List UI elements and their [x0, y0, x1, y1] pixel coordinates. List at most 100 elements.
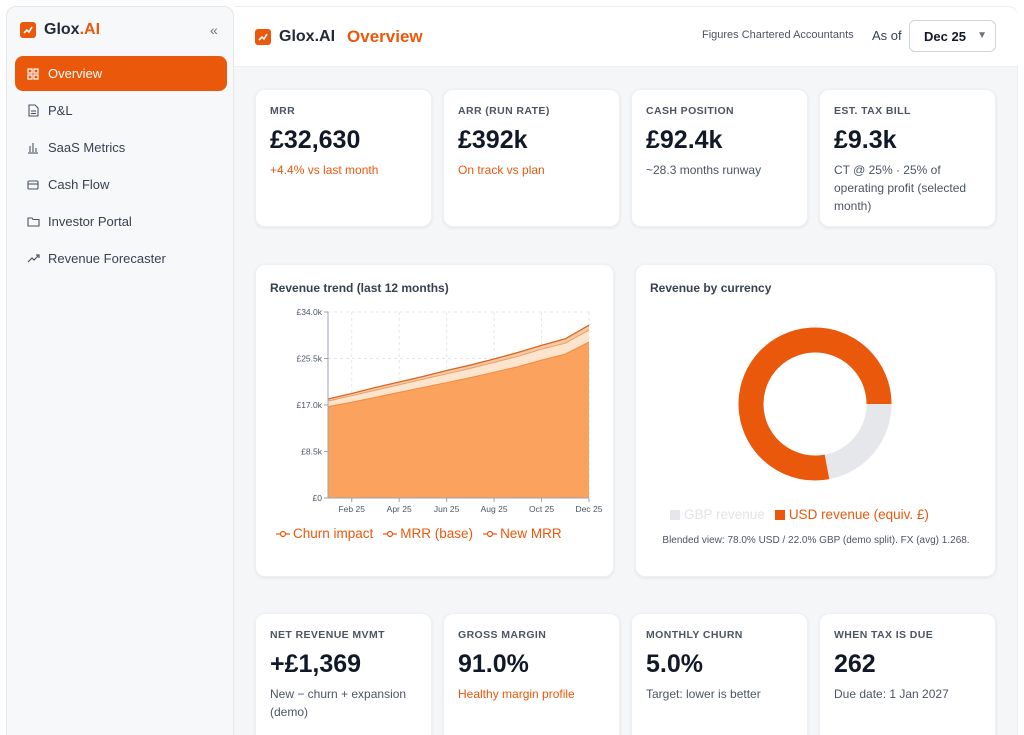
kpi-value: £92.4k	[646, 126, 723, 154]
kpi-label: NET REVENUE MVMT	[270, 629, 385, 641]
kpi-sub: Target: lower is better	[646, 687, 761, 701]
page-title: Overview	[347, 27, 423, 46]
logo-icon	[255, 29, 271, 45]
x-tick-label: Feb 25	[338, 504, 365, 514]
legend-item-usd[interactable]: USD revenue (equiv. £)	[774, 507, 929, 522]
area-mrr-base	[328, 342, 589, 498]
sidebar-item-label: Overview	[48, 66, 103, 81]
kpi-value: 262	[834, 650, 876, 678]
x-tick-label: Aug 25	[481, 504, 508, 514]
kpi-card-monthly-churn: MONTHLY CHURN 5.0% Target: lower is bett…	[631, 613, 808, 735]
revenue-trend-card: Revenue trend (last 12 months) £0 £8.5k £1…	[255, 264, 614, 577]
brand-name: Glox	[279, 28, 315, 45]
revenue-trend-chart: £0 £8.5k £17.0k £25.5k £34.0k Feb 25 Apr 25 Jun…	[296, 307, 603, 514]
y-tick-label: £17.0k	[296, 400, 322, 410]
logo-icon	[20, 22, 36, 38]
revenue-currency-card: Revenue by currency GBP revenue USD reve…	[635, 264, 996, 577]
kpi-sub: +4.4% vs last month	[270, 163, 379, 177]
legend-marker-icon	[276, 530, 290, 537]
sidebar-brand[interactable]: Glox.AI	[20, 21, 100, 39]
sidebar-item-cash-flow[interactable]: Cash Flow	[15, 167, 227, 202]
sidebar-item-label: Investor Portal	[48, 214, 132, 229]
kpi-sub: CT @ 25% · 25% of operating profit (sele…	[834, 163, 967, 213]
kpi-label: MONTHLY CHURN	[646, 629, 743, 641]
currency-donut-chart	[738, 327, 892, 481]
kpi-sub: Healthy margin profile	[458, 687, 575, 701]
legend-item-gbp[interactable]: GBP revenue	[670, 507, 765, 522]
y-tick-label: £34.0k	[296, 307, 322, 317]
x-tick-label: Dec 25	[576, 504, 603, 514]
legend-marker-icon	[483, 530, 498, 537]
kpi-value: +£1,369	[270, 650, 362, 678]
sidebar-item-saas-metrics[interactable]: SaaS Metrics	[15, 130, 227, 165]
legend-swatch	[670, 509, 680, 520]
kpi-sub: ~28.3 months runway	[646, 163, 762, 177]
y-tick-label: £0	[313, 493, 323, 503]
kpi-label: CASH POSITION	[646, 105, 735, 117]
brand-suffix: .AI	[79, 21, 101, 38]
line-mrr-base	[327, 341, 590, 408]
kpi-card-net-revenue: NET REVENUE MVMT +£1,369 New − churn + e…	[255, 613, 432, 735]
legend-label: GBP revenue	[684, 507, 765, 522]
sidebar-item-label: Revenue Forecaster	[48, 251, 166, 266]
legend-swatch	[774, 509, 785, 520]
as-of-label: As of	[872, 28, 902, 43]
kpi-value: £9.3k	[834, 126, 897, 154]
top-bar: Glox.AI Overview Figures Chartered Accou…	[234, 7, 1018, 67]
sidebar-item-overview[interactable]: Overview	[15, 56, 227, 91]
sidebar-item-pl[interactable]: P&L	[15, 93, 227, 128]
legend-item-new-mrr[interactable]: New MRR	[483, 526, 562, 541]
sidebar-nav: Overview P&L SaaS Metrics Cash Flow Inve…	[15, 56, 227, 278]
period-select[interactable]: Dec 25 ▼	[909, 20, 996, 52]
kpi-value: 91.0%	[458, 650, 529, 678]
kpi-label: WHEN TAX IS DUE	[834, 629, 934, 641]
company-name: Figures Chartered Accountants	[702, 29, 854, 41]
kpi-card-tax-due: WHEN TAX IS DUE 262 Due date: 1 Jan 2027	[819, 613, 996, 735]
sidebar-item-label: SaaS Metrics	[48, 140, 126, 155]
document-icon	[26, 104, 40, 118]
bar-chart-icon	[26, 141, 40, 155]
brand-name: Glox	[44, 21, 80, 38]
sidebar-item-label: Cash Flow	[48, 177, 110, 192]
kpi-sub: Due date: 1 Jan 2027	[834, 687, 949, 701]
kpi-value: £32,630	[270, 126, 361, 154]
kpi-card-gross-margin: GROSS MARGIN 91.0% Healthy margin profil…	[443, 613, 620, 735]
y-tick-label: £25.5k	[296, 354, 322, 364]
donut-slice-gbp[interactable]	[824, 403, 892, 480]
x-tick-label: Oct 25	[529, 504, 554, 514]
kpi-card-tax-bill: EST. TAX BILL £9.3k CT @ 25% · 25% of op…	[819, 89, 996, 227]
x-tick-label: Apr 25	[387, 504, 412, 514]
y-tick-label: £8.5k	[301, 447, 323, 457]
kpi-card-arr: ARR (RUN RATE) £392k On track vs plan	[443, 89, 620, 227]
sidebar: Glox.AI « Overview P&L SaaS Metrics Cash	[6, 6, 234, 735]
folder-icon	[26, 215, 40, 229]
sidebar-item-revenue-forecaster[interactable]: Revenue Forecaster	[15, 241, 227, 276]
blended-note: Blended view: 78.0% USD / 22.0% GBP (dem…	[662, 535, 970, 546]
main-content: Glox.AI Overview Figures Chartered Accou…	[234, 6, 1018, 735]
chart-title: Revenue trend (last 12 months)	[270, 281, 449, 295]
kpi-sub: On track vs plan	[458, 163, 545, 177]
legend-label: Churn impact	[293, 526, 374, 541]
trend-icon	[26, 252, 40, 266]
brand-suffix: .AI	[314, 28, 336, 45]
kpi-label: ARR (RUN RATE)	[458, 105, 550, 117]
kpi-value: 5.0%	[646, 650, 703, 678]
chart-title: Revenue by currency	[650, 281, 772, 295]
legend-label: MRR (base)	[400, 526, 474, 541]
line-new-mrr	[327, 329, 590, 402]
chart-legend: GBP revenue USD revenue (equiv. £)	[670, 507, 929, 522]
kpi-sub: New − churn + expansion (demo)	[270, 687, 407, 719]
header-brand: Glox.AI Overview	[255, 27, 423, 47]
chart-legend: Churn impact MRR (base) New MRR	[276, 526, 562, 541]
grid-icon	[26, 67, 40, 81]
collapse-sidebar-icon[interactable]: «	[210, 22, 218, 38]
donut-slice-usd[interactable]	[738, 327, 892, 481]
sidebar-item-investor-portal[interactable]: Investor Portal	[15, 204, 227, 239]
kpi-label: MRR	[270, 105, 296, 117]
kpi-value: £392k	[458, 126, 528, 154]
legend-item-mrr-base[interactable]: MRR (base)	[383, 526, 473, 541]
wallet-icon	[26, 178, 40, 192]
kpi-label: EST. TAX BILL	[834, 105, 911, 117]
area-new-mrr	[328, 330, 589, 407]
legend-item-churn[interactable]: Churn impact	[276, 526, 373, 541]
